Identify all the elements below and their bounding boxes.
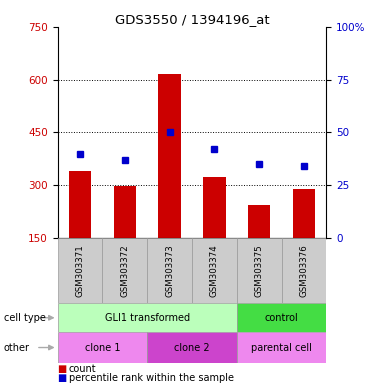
Text: GSM303373: GSM303373	[165, 244, 174, 297]
Bar	[147, 238, 192, 303]
Text: GSM303371: GSM303371	[75, 244, 85, 297]
Text: percentile rank within the sample: percentile rank within the sample	[69, 373, 234, 383]
Text: other: other	[4, 343, 30, 353]
Bar	[248, 205, 270, 238]
Text: GSM303372: GSM303372	[120, 244, 129, 297]
Text: GSM303374: GSM303374	[210, 244, 219, 297]
Bar	[58, 238, 102, 303]
Text: control: control	[265, 313, 299, 323]
Text: ■: ■	[58, 373, 67, 383]
Text: GSM303375: GSM303375	[255, 244, 264, 297]
Text: ■: ■	[58, 364, 67, 374]
Bar	[158, 74, 181, 238]
Bar	[147, 332, 237, 363]
Bar	[237, 238, 282, 303]
Bar	[203, 177, 226, 238]
Bar	[114, 186, 136, 238]
Title: GDS3550 / 1394196_at: GDS3550 / 1394196_at	[115, 13, 269, 26]
Bar	[237, 303, 326, 332]
Bar	[58, 303, 237, 332]
Text: clone 2: clone 2	[174, 343, 210, 353]
Bar	[192, 238, 237, 303]
Bar	[282, 238, 326, 303]
Text: clone 1: clone 1	[85, 343, 120, 353]
Bar	[58, 332, 147, 363]
Text: cell type: cell type	[4, 313, 46, 323]
Text: parental cell: parental cell	[251, 343, 312, 353]
Text: GSM303376: GSM303376	[299, 244, 309, 297]
Bar	[293, 189, 315, 238]
Text: GLI1 transformed: GLI1 transformed	[105, 313, 190, 323]
Bar	[237, 332, 326, 363]
Text: count: count	[69, 364, 96, 374]
Bar	[102, 238, 147, 303]
Bar	[69, 171, 91, 238]
